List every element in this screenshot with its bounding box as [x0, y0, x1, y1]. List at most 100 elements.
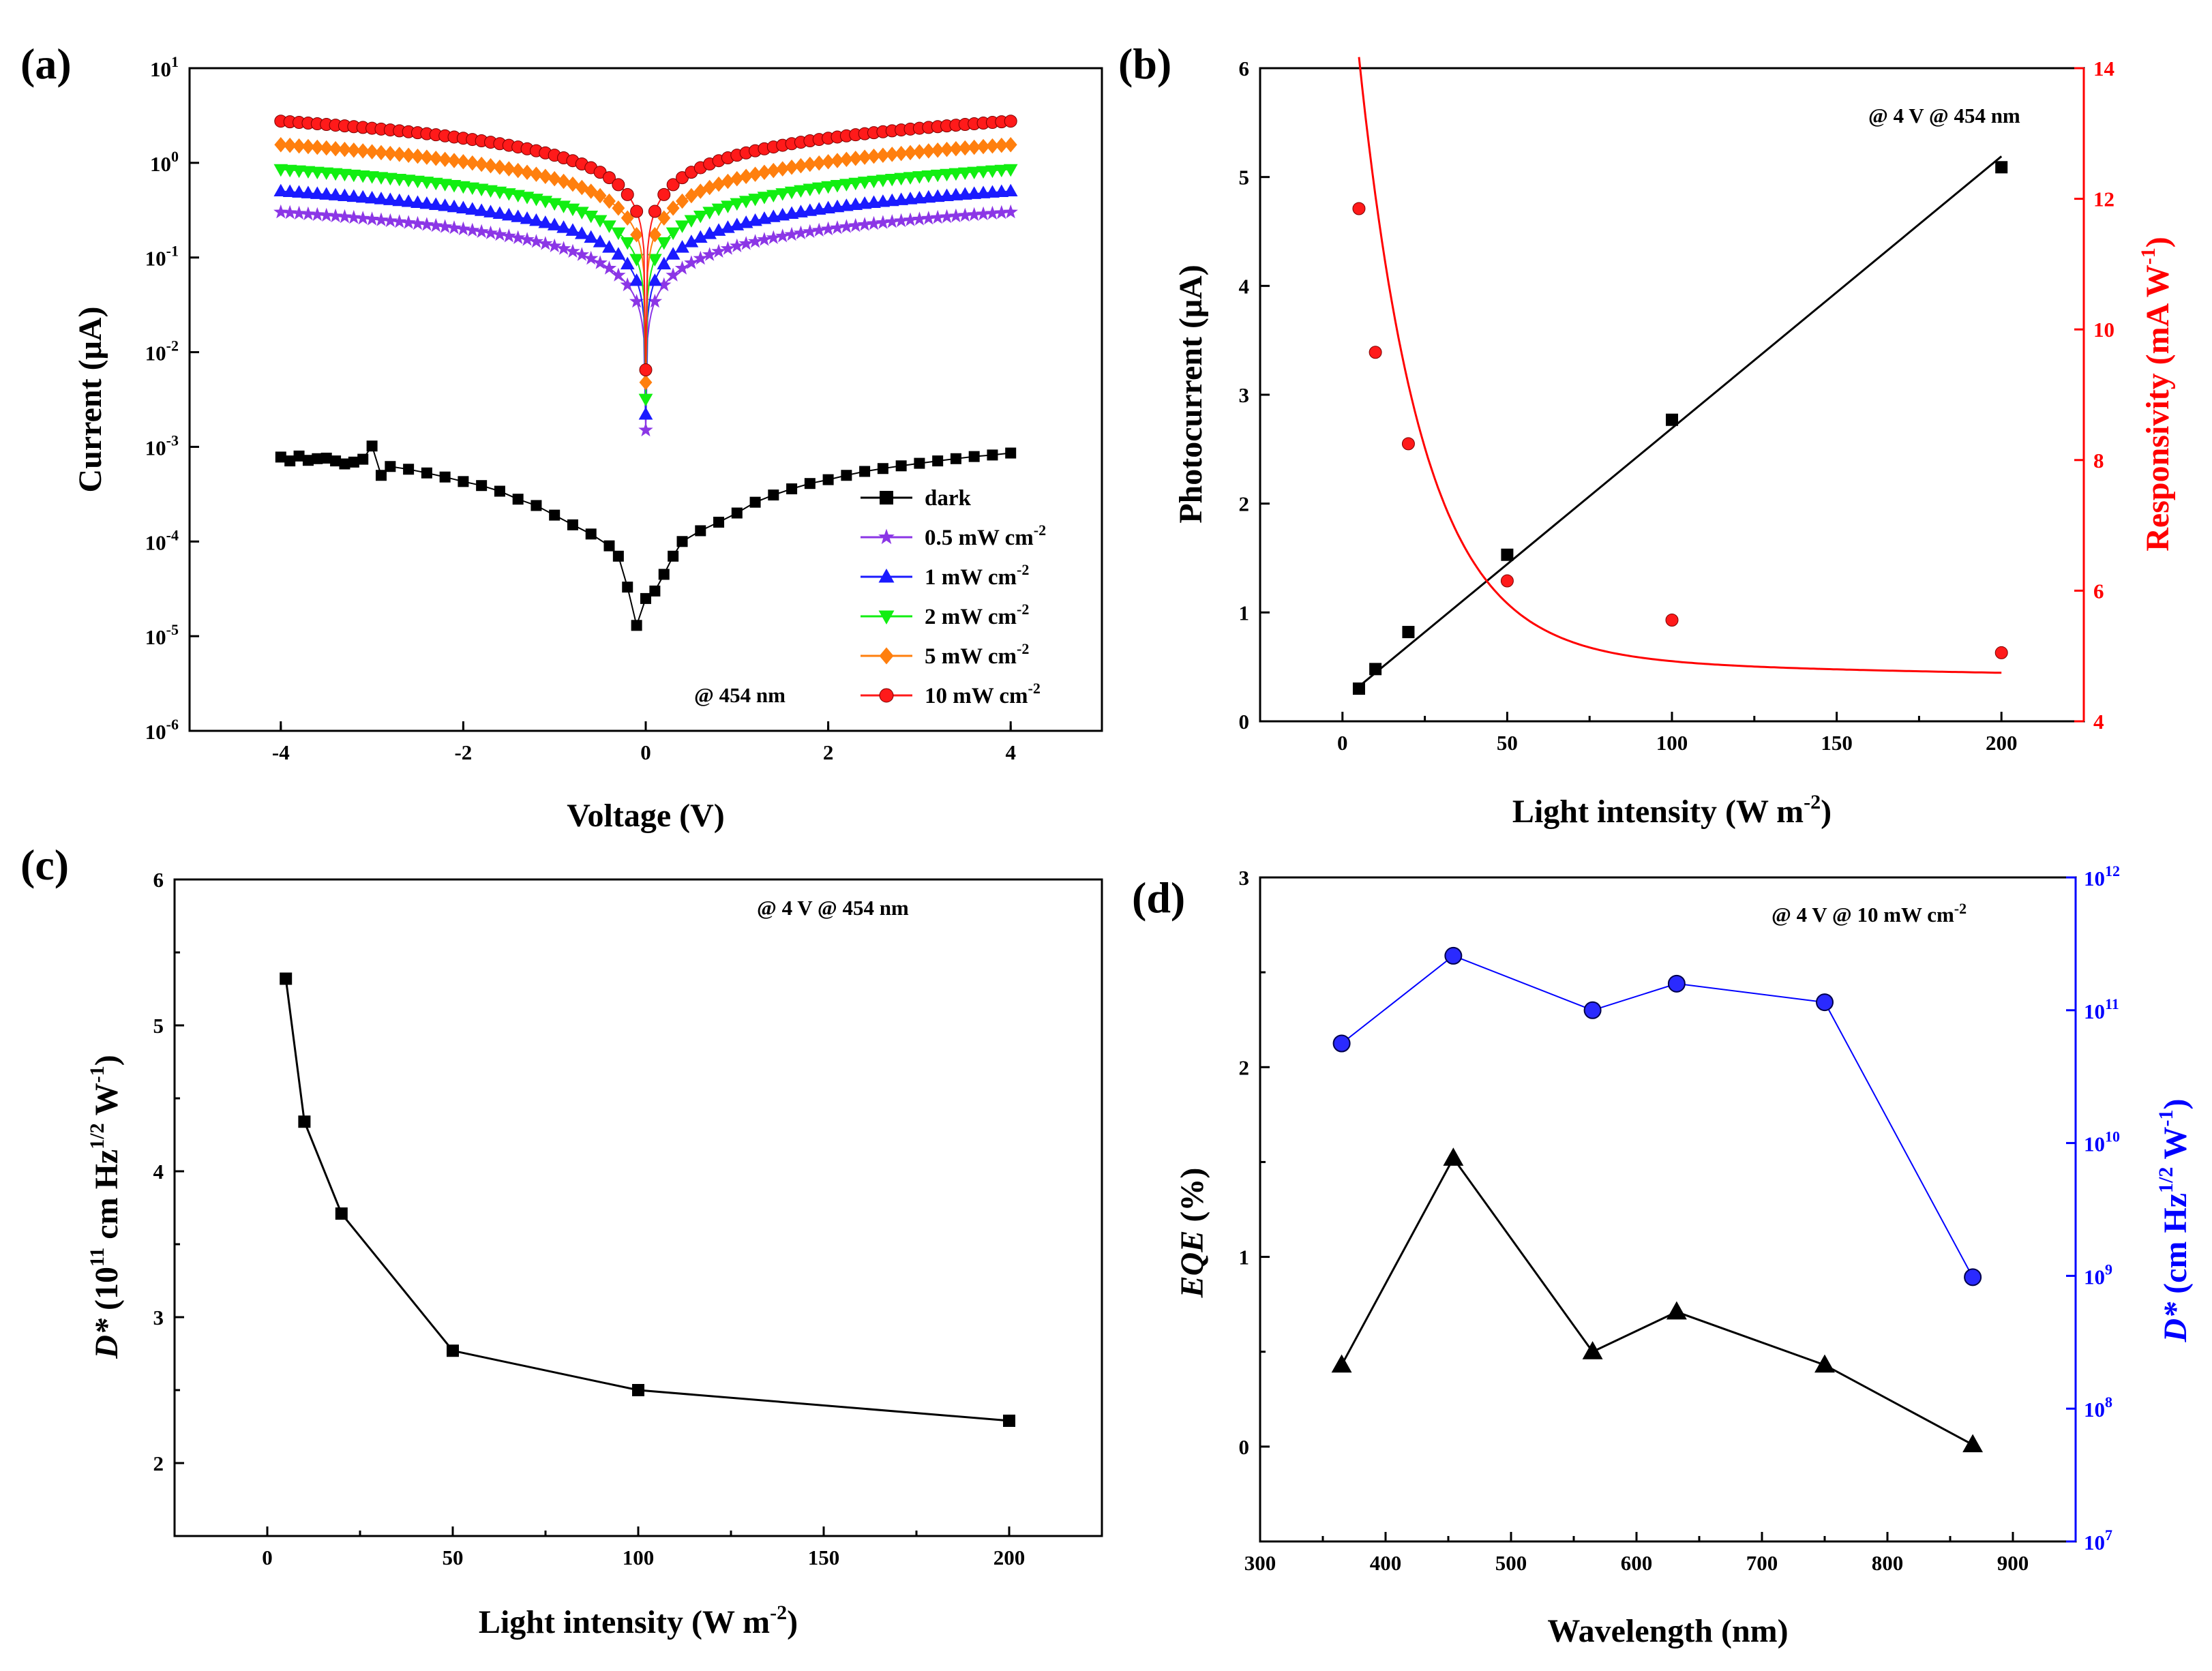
data-point-series-4 [776, 161, 790, 177]
data-point-dark [859, 466, 871, 477]
data-point-series-3 [794, 185, 808, 198]
data-point-series-5 [648, 205, 661, 218]
x-tick-label-b: 100 [1656, 731, 1688, 755]
data-point-series-4 [393, 147, 406, 162]
data-point-series-4 [785, 160, 798, 175]
data-point-dark [895, 460, 907, 472]
data-point-series-4 [976, 138, 990, 155]
data-point-series-2 [355, 190, 370, 203]
data-point-series-1 [310, 207, 325, 222]
data-point-series-2 [556, 220, 571, 233]
data-point-series-3 [912, 171, 927, 184]
data-point-series-2 [465, 202, 480, 215]
data-point-series-2 [511, 209, 526, 222]
legend-marker [878, 528, 895, 545]
data-point-series-4 [1004, 136, 1017, 153]
data-point-dark [284, 455, 296, 467]
y-tick-label-d: 2 [1239, 1055, 1250, 1079]
data-point-dark [348, 456, 359, 468]
data-point-series-2 [456, 200, 470, 213]
data-point-series-2 [310, 186, 325, 199]
data-point-series-2 [529, 213, 543, 226]
y-tick-label-d: 0 [1239, 1435, 1250, 1459]
y-tick-label-c: 6 [153, 868, 164, 892]
data-point-series-3 [839, 179, 854, 192]
data-point-series-4 [867, 148, 880, 164]
y-axis-label-d: EQE (%) [1174, 1168, 1210, 1299]
data-point-series-1 [291, 205, 307, 220]
data-point-photocurrent [1369, 663, 1382, 676]
y2-tick-label-b: 8 [2093, 449, 2104, 472]
y2-tick-label-d: 108 [2084, 1394, 2112, 1421]
data-point-series-2 [438, 198, 452, 211]
data-point-series-3 [848, 177, 863, 191]
data-point-series-1 [1003, 204, 1018, 219]
data-point-dark [713, 516, 725, 528]
data-point-dark [494, 485, 505, 497]
data-point-series-3 [666, 227, 681, 241]
data-point-series-4 [968, 139, 981, 155]
data-point-series-4 [931, 142, 944, 158]
data-point-series-4 [766, 162, 780, 179]
x-tick-label-c: 50 [443, 1546, 464, 1569]
x-tick-label-d: 800 [1872, 1551, 1904, 1575]
y-tick-label-a: 10-2 [145, 337, 179, 365]
data-point-series-1 [428, 217, 443, 232]
data-point-dark [293, 450, 305, 462]
data-point-dark [932, 455, 944, 467]
data-point-series-2 [328, 187, 343, 200]
annotation-a: @ 454 nm [694, 683, 786, 707]
data-point-dstar-d [1583, 1001, 1602, 1019]
x-tick-label-d: 900 [1997, 1551, 2029, 1575]
data-point-series-1 [355, 211, 370, 225]
data-point-dark [731, 507, 743, 519]
data-point-series-3 [611, 227, 626, 241]
data-point-series-4 [438, 151, 452, 168]
data-point-series-4 [475, 156, 488, 172]
y2-tick-label-d: 107 [2084, 1526, 2112, 1554]
fit-line-photocurrent [1358, 155, 2003, 688]
data-point-series-4 [839, 151, 853, 168]
x-tick-label-c: 100 [623, 1546, 655, 1569]
data-point-series-3 [821, 181, 835, 194]
x-axis-label-b: Light intensity (W m-2) [1512, 791, 1832, 830]
data-point-series-5 [612, 178, 625, 192]
data-point-series-3 [738, 196, 753, 209]
data-point-series-2 [492, 206, 507, 220]
data-point-series-2 [593, 235, 608, 247]
data-point-series-3 [629, 254, 644, 267]
y2-tick-label-b: 14 [2093, 57, 2114, 80]
data-point-series-3 [620, 237, 635, 250]
legend-marker [878, 569, 895, 583]
legend-label: 1 mW cm-2 [925, 561, 1029, 590]
data-point-series-1 [392, 214, 407, 228]
data-point-dark [567, 519, 578, 530]
data-point-dark [603, 540, 615, 552]
data-point-series-4 [293, 138, 306, 154]
data-point-series-3 [985, 165, 1000, 179]
data-layer-c [280, 972, 1015, 1427]
data-point-series-4 [885, 147, 899, 162]
data-point-photocurrent [1995, 161, 2008, 174]
data-point-series-4 [831, 153, 844, 168]
data-point-series-4 [812, 155, 826, 171]
data-point-series-1 [693, 250, 708, 265]
x-tick-label-c: 150 [808, 1546, 840, 1569]
data-point-series-1 [666, 267, 681, 282]
y-tick-label-c: 2 [153, 1451, 164, 1475]
data-point-series-3 [730, 198, 745, 211]
data-point-series-1 [657, 277, 672, 292]
annotation-c: @ 4 V @ 454 nm [757, 896, 909, 920]
data-point-photocurrent [1666, 413, 1678, 426]
data-point-series-2 [419, 196, 434, 209]
data-point-series-1 [374, 212, 389, 226]
y2-tick-label-b: 10 [2093, 318, 2114, 342]
y-tick-label-a: 10-6 [145, 716, 179, 744]
data-point-series-4 [712, 176, 726, 192]
data-point-series-4 [749, 166, 762, 182]
y-tick-label-b: 3 [1239, 383, 1250, 407]
data-point-dstar [298, 1115, 311, 1128]
data-point-series-4 [985, 138, 999, 154]
data-point-series-1 [674, 260, 690, 275]
